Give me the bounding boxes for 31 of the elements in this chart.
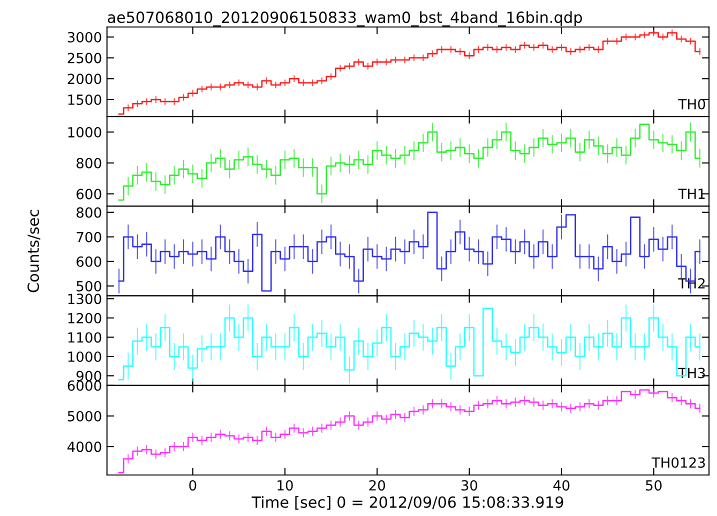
text: TH1 xyxy=(678,188,705,199)
y-tick-label: 1300 xyxy=(68,294,102,304)
x-axis-title: Time [sec] 0 = 2012/09/06 15:08:33.919 xyxy=(252,496,564,510)
y-tick-label: 500 xyxy=(76,280,102,292)
x-tick-label: 10 xyxy=(278,480,293,491)
y-tick-label: 700 xyxy=(76,232,102,242)
y-tick-label: 900 xyxy=(76,370,102,382)
y-tick-label: 5000 xyxy=(68,410,102,422)
y-tick-label: 600 xyxy=(76,256,102,267)
x-tick-label: 0 xyxy=(189,480,196,491)
y-tick-label: 6000 xyxy=(68,380,102,391)
y-tick-label: 1200 xyxy=(68,312,102,324)
y-tick-label: 1100 xyxy=(68,332,102,343)
x-tick-label: 30 xyxy=(462,480,478,491)
y-tick-label: 2000 xyxy=(68,74,102,84)
y-axis-title: Counts/sec xyxy=(27,210,40,292)
y-tick-label: 3000 xyxy=(68,32,102,42)
chart-title: ae507068010_20120906150833_wam0_bst_4band_16bin.qdp xyxy=(108,11,582,26)
y-tick-label: 600 xyxy=(76,188,102,200)
y-tick-label: 4000 xyxy=(67,442,102,452)
y-tick-label: 1500 xyxy=(68,94,102,105)
y-tick-label: 800 xyxy=(76,207,102,218)
y-tick-label: 800 xyxy=(76,158,102,168)
x-tick-label: 20 xyxy=(369,480,386,491)
y-tick-label: 2500 xyxy=(68,52,102,64)
text: TH0 xyxy=(678,98,706,110)
text: TH0123 xyxy=(652,457,705,468)
y-tick-label: 1000 xyxy=(68,127,102,138)
y-tick-label: 1000 xyxy=(68,351,102,362)
x-tick-label: 50 xyxy=(646,480,662,491)
x-tick-label: 40 xyxy=(553,480,570,491)
